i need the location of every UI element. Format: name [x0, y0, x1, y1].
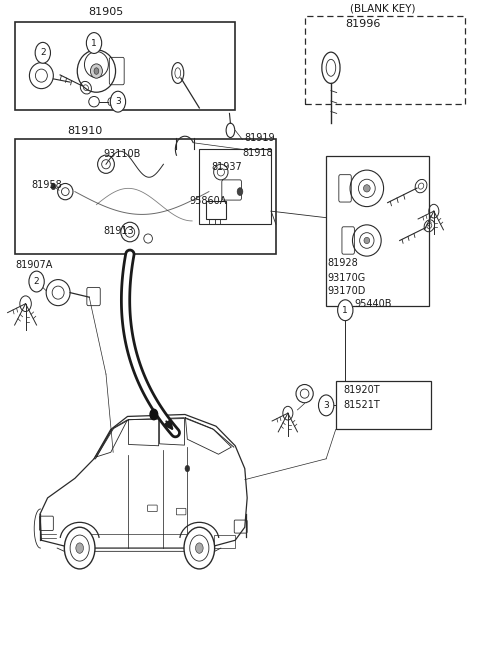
- Text: (BLANK KEY): (BLANK KEY): [350, 3, 416, 13]
- Text: 93170G: 93170G: [327, 272, 365, 283]
- Text: 81913: 81913: [104, 226, 134, 236]
- Circle shape: [195, 543, 203, 553]
- Text: 81521T: 81521T: [343, 400, 380, 410]
- Text: 2: 2: [34, 277, 39, 286]
- Text: 81958: 81958: [32, 180, 62, 190]
- Text: 81919: 81919: [245, 132, 276, 143]
- Circle shape: [35, 43, 50, 64]
- Circle shape: [185, 465, 190, 472]
- Text: 93170D: 93170D: [327, 286, 365, 295]
- Text: 81918: 81918: [242, 147, 273, 157]
- Text: 81928: 81928: [327, 258, 358, 269]
- Text: 81937: 81937: [211, 162, 242, 172]
- Circle shape: [76, 543, 84, 553]
- Circle shape: [150, 409, 157, 420]
- Circle shape: [86, 33, 102, 54]
- Text: 3: 3: [115, 97, 121, 106]
- Circle shape: [319, 395, 334, 416]
- Ellipse shape: [90, 64, 102, 78]
- Text: 2: 2: [40, 48, 46, 57]
- Text: 93110B: 93110B: [104, 149, 141, 159]
- Ellipse shape: [363, 185, 370, 192]
- Circle shape: [337, 300, 353, 321]
- Circle shape: [237, 188, 243, 196]
- Circle shape: [110, 91, 126, 112]
- Text: 95860A: 95860A: [190, 196, 227, 206]
- Text: 1: 1: [342, 306, 348, 314]
- Text: 3: 3: [323, 401, 329, 410]
- Circle shape: [184, 527, 215, 569]
- Text: 81996: 81996: [345, 19, 381, 29]
- Text: 81905: 81905: [88, 7, 124, 17]
- Circle shape: [64, 527, 95, 569]
- Circle shape: [29, 271, 44, 292]
- Text: 95440B: 95440B: [355, 299, 392, 309]
- Ellipse shape: [94, 68, 99, 74]
- Text: 81910: 81910: [68, 126, 103, 136]
- Text: 1: 1: [91, 39, 97, 48]
- Ellipse shape: [364, 237, 370, 244]
- Text: 81920T: 81920T: [343, 385, 380, 396]
- Text: 81907A: 81907A: [15, 259, 52, 270]
- Circle shape: [51, 183, 56, 190]
